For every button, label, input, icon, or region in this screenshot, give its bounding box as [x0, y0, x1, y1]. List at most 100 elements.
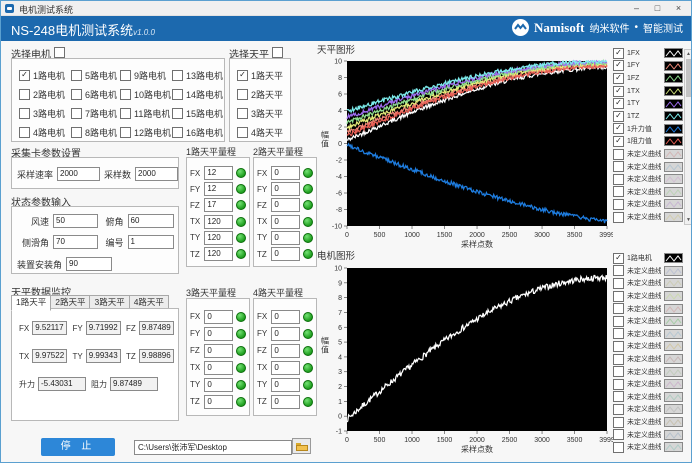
motor-checkbox-item[interactable]: 10路电机 [120, 88, 172, 101]
daq-field-input[interactable]: 2000 [57, 167, 100, 181]
legend-row[interactable]: 未定义曲线12 [611, 186, 691, 199]
legend-row[interactable]: 未定义曲线9 [611, 148, 691, 161]
range-field-input[interactable]: 120 [204, 230, 233, 245]
balance-checkbox[interactable] [237, 108, 248, 119]
motor-checkbox[interactable] [19, 108, 30, 119]
range-field-input[interactable]: 0 [271, 394, 300, 409]
balance-checkbox-item[interactable]: 3路天平 [237, 107, 290, 120]
legend-checkbox[interactable]: ✓ [613, 135, 624, 147]
range-field-input[interactable]: 0 [204, 377, 233, 392]
balance-checkbox-item[interactable]: ✓ 1路天平 [237, 69, 290, 82]
status-field-input[interactable]: 1 [127, 235, 174, 249]
legend-row[interactable]: ✓ 1TY [611, 97, 691, 110]
motor-checkbox[interactable] [172, 108, 183, 119]
legend-row[interactable]: 未定义曲线11 [611, 173, 691, 186]
save-path-input[interactable]: C:\Users\张沛军\Desktop [134, 440, 292, 455]
range-field-input[interactable]: 0 [204, 343, 233, 358]
motor-checkbox[interactable] [71, 127, 82, 138]
motor-checkbox[interactable] [71, 70, 82, 81]
motor-checkbox[interactable] [172, 89, 183, 100]
legend-checkbox[interactable] [613, 340, 624, 352]
range-field-input[interactable]: 0 [204, 360, 233, 375]
scroll-up-icon[interactable]: ▲ [686, 51, 691, 57]
legend-checkbox[interactable] [613, 186, 624, 198]
status-field-input[interactable]: 60 [127, 214, 174, 228]
legend-checkbox[interactable] [613, 173, 624, 185]
balance-checkbox[interactable] [237, 89, 248, 100]
legend-checkbox[interactable] [613, 303, 624, 315]
balance-checkbox[interactable] [237, 127, 248, 138]
range-field-input[interactable]: 12 [204, 182, 233, 197]
legend-row[interactable]: 未定义曲线13 [611, 198, 691, 211]
legend-row[interactable]: ✓ 1路电机 [611, 252, 691, 265]
motor-checkbox-item[interactable]: 12路电机 [120, 126, 172, 139]
legend-checkbox[interactable] [613, 378, 624, 390]
legend-row[interactable]: 未定义曲线4 [611, 290, 691, 303]
close-button[interactable]: × [675, 3, 682, 13]
scrollbar-thumb[interactable] [686, 59, 691, 97]
range-field-input[interactable]: 0 [204, 394, 233, 409]
legend-row[interactable]: 未定义曲线7 [611, 328, 691, 341]
range-field-input[interactable]: 0 [271, 377, 300, 392]
range-field-input[interactable]: 0 [271, 214, 300, 229]
legend-row[interactable]: 未定义曲线5 [611, 302, 691, 315]
motor-select-all-checkbox[interactable] [53, 47, 65, 58]
motor-checkbox-item[interactable]: 16路电机 [172, 126, 227, 139]
legend-checkbox[interactable] [613, 198, 624, 210]
motor-checkbox[interactable] [19, 89, 30, 100]
legend-checkbox[interactable]: ✓ [613, 252, 624, 264]
legend-row[interactable]: ✓ 1FX [611, 47, 691, 60]
motor-checkbox-item[interactable]: ✓ 1路电机 [19, 69, 71, 82]
status-field-input[interactable]: 50 [53, 214, 98, 228]
legend-row[interactable]: 未定义曲线14 [611, 416, 691, 429]
range-field-input[interactable]: 0 [204, 326, 233, 341]
legend-row[interactable]: 未定义曲线2 [611, 265, 691, 278]
legend-row[interactable]: ✓ 1TX [611, 85, 691, 98]
legend-row[interactable]: 未定义曲线11 [611, 378, 691, 391]
range-field-input[interactable]: 120 [204, 214, 233, 229]
motor-checkbox-item[interactable]: 4路电机 [19, 126, 71, 139]
motor-checkbox[interactable] [120, 108, 131, 119]
legend-checkbox[interactable] [613, 429, 624, 441]
legend-row[interactable]: 未定义曲线16 [611, 441, 691, 454]
legend-checkbox[interactable] [613, 391, 624, 403]
daq-field-input[interactable]: 2000 [135, 167, 178, 181]
legend-row[interactable]: ✓ 1FZ [611, 72, 691, 85]
range-field-input[interactable]: 0 [271, 198, 300, 213]
legend-checkbox[interactable] [613, 416, 624, 428]
legend-row[interactable]: 未定义曲线3 [611, 277, 691, 290]
motor-checkbox-item[interactable]: 11路电机 [120, 107, 172, 120]
balance-checkbox-item[interactable]: 2路天平 [237, 88, 290, 101]
motor-checkbox-item[interactable]: 2路电机 [19, 88, 71, 101]
motor-checkbox-item[interactable]: 5路电机 [71, 69, 120, 82]
range-field-input[interactable]: 0 [271, 230, 300, 245]
legend-row[interactable]: 未定义曲线9 [611, 353, 691, 366]
motor-checkbox-item[interactable]: 7路电机 [71, 107, 120, 120]
range-field-input[interactable]: 0 [204, 309, 233, 324]
legend-checkbox[interactable] [613, 441, 624, 453]
range-field-input[interactable]: 120 [204, 247, 233, 262]
range-field-input[interactable]: 0 [271, 326, 300, 341]
motor-checkbox[interactable] [120, 70, 131, 81]
legend-checkbox[interactable] [613, 148, 624, 160]
legend-checkbox[interactable] [613, 353, 624, 365]
legend-row[interactable]: ✓ 1FY [611, 60, 691, 73]
range-field-input[interactable]: 0 [271, 309, 300, 324]
range-field-input[interactable]: 0 [271, 360, 300, 375]
monitor-tab[interactable]: 1路天平 [11, 295, 52, 311]
legend-checkbox[interactable]: ✓ [613, 47, 624, 59]
motor-checkbox[interactable] [172, 70, 183, 81]
legend-checkbox[interactable] [613, 211, 624, 223]
motor-checkbox-item[interactable]: 8路电机 [71, 126, 120, 139]
browse-folder-button[interactable] [292, 438, 311, 454]
motor-checkbox-item[interactable]: 6路电机 [71, 88, 120, 101]
legend-row[interactable]: ✓ 1阻力值 [611, 135, 691, 148]
legend-row[interactable]: 未定义曲线15 [611, 428, 691, 441]
motor-checkbox-item[interactable]: 14路电机 [172, 88, 227, 101]
range-field-input[interactable]: 12 [204, 166, 233, 181]
legend-checkbox[interactable]: ✓ [613, 60, 624, 72]
status-field-input[interactable]: 70 [53, 235, 98, 249]
legend-checkbox[interactable] [613, 315, 624, 327]
legend-checkbox[interactable]: ✓ [613, 98, 624, 110]
range-field-input[interactable]: 17 [204, 198, 233, 213]
